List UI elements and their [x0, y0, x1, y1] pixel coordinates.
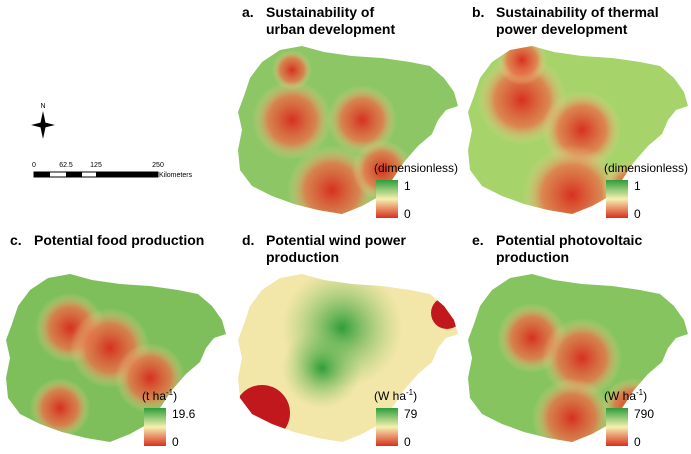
legend-unit: (W ha-1): [604, 388, 647, 403]
map: [238, 46, 458, 214]
legend-unit: (t ha-1): [142, 388, 177, 403]
map-zone: [272, 50, 312, 90]
legend-gradient: [606, 408, 628, 446]
legend-max: 79: [404, 407, 418, 421]
legend-unit: (dimensionless): [604, 161, 688, 175]
panel-label: c.: [10, 232, 22, 248]
legend-max: 1: [404, 179, 411, 193]
scale-unit: Kilometers: [159, 172, 193, 179]
map-zone: [542, 318, 622, 398]
north-label: N: [40, 103, 45, 110]
map-zone: [238, 385, 290, 441]
panel-title: Potential wind power: [266, 232, 407, 248]
map: [468, 274, 688, 442]
map-zone: [252, 80, 332, 160]
scale-tick-label: 250: [152, 162, 164, 169]
scale-tick-label: 62.5: [59, 162, 73, 169]
legend-max: 790: [634, 407, 654, 421]
legend-unit-end: ): [173, 389, 177, 403]
map-zone: [282, 328, 362, 408]
panel-title: power development: [496, 21, 628, 37]
map-zone: [497, 46, 547, 85]
map-zone: [431, 297, 458, 329]
legend-unit-sup: -1: [636, 388, 644, 397]
legend-max: 19.6: [172, 407, 196, 421]
legend-unit-text: (dimensionless): [604, 161, 688, 175]
panel-label: d.: [242, 232, 254, 248]
legend-unit: (W ha-1): [374, 388, 417, 403]
legend-gradient: [376, 408, 398, 446]
panel-title: production: [266, 249, 339, 265]
map-zone: [327, 85, 397, 155]
panel-title: production: [496, 249, 569, 265]
legend-unit-sup: -1: [166, 388, 174, 397]
panel: c. Potential food production (t ha-1) 19.6 0: [6, 232, 226, 449]
panel-title: Sustainability of thermal: [496, 4, 659, 20]
legend-unit-text: (W ha: [374, 389, 406, 403]
panel-label: e.: [472, 232, 484, 248]
legend-gradient: [376, 180, 398, 218]
legend-unit: (dimensionless): [374, 161, 458, 175]
legend-min: 0: [404, 435, 411, 449]
panel-title: Sustainability of: [266, 4, 374, 20]
legend-unit-sup: -1: [406, 388, 414, 397]
legend-unit-end: ): [643, 389, 647, 403]
legend-min: 0: [172, 435, 179, 449]
legend-gradient: [606, 180, 628, 218]
legend-unit-text: (t ha: [142, 389, 166, 403]
legend-min: 0: [404, 207, 411, 221]
legend-unit-end: ): [413, 389, 417, 403]
legend-min: 0: [634, 207, 641, 221]
legend-unit-text: (dimensionless): [374, 161, 458, 175]
scale-bar: [33, 171, 159, 178]
panel-label: b.: [472, 4, 484, 20]
panel-title: urban development: [266, 21, 395, 37]
map: [6, 274, 226, 442]
legend-gradient: [144, 408, 166, 446]
legend-max: 1: [634, 179, 641, 193]
panel-label: a.: [242, 4, 254, 20]
legend-unit-text: (W ha: [604, 389, 636, 403]
panel-title: Potential photovoltaic: [496, 232, 642, 248]
legend-min: 0: [634, 435, 641, 449]
panel-title: Potential food production: [34, 232, 204, 248]
north-arrow: N: [31, 103, 55, 139]
scale-tick-label: 0: [32, 162, 36, 169]
map: [238, 274, 458, 442]
map-zone: [115, 343, 185, 413]
scale-tick-label: 125: [90, 162, 102, 169]
map-zone: [30, 378, 90, 438]
map-zone: [522, 145, 622, 214]
map: [468, 46, 688, 214]
